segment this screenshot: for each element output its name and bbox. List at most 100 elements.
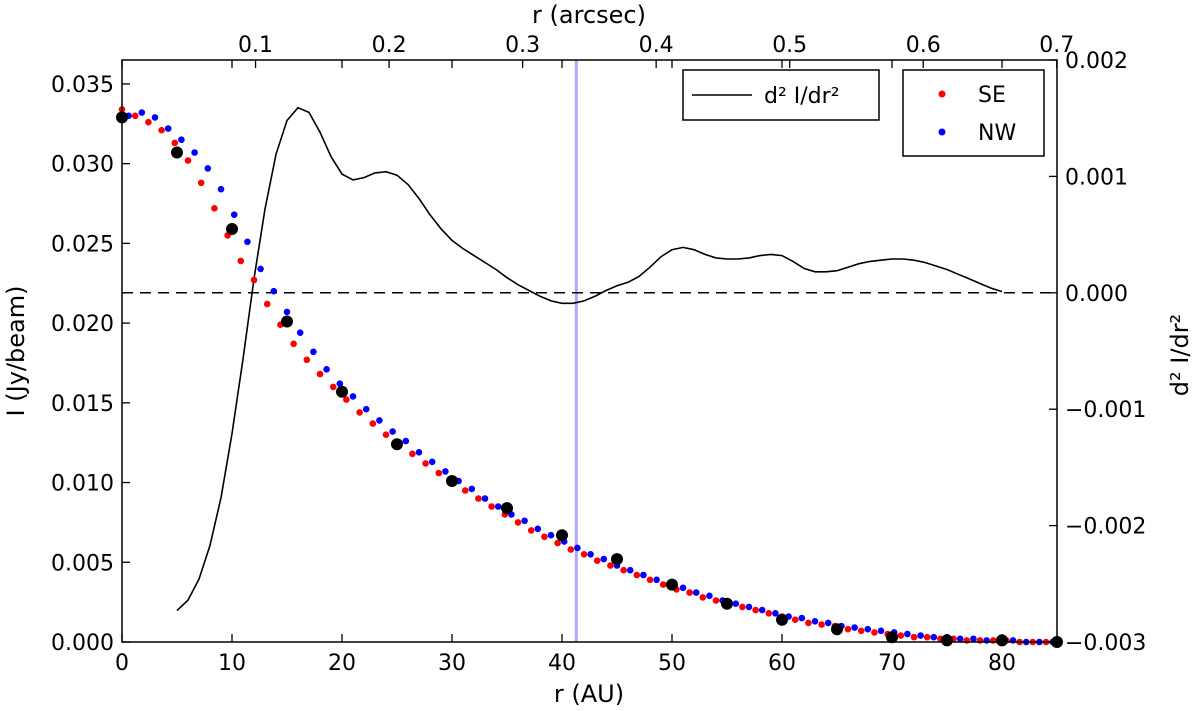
x-bottom-tick-label: 10 <box>218 651 246 676</box>
nw-point <box>296 329 304 337</box>
nw-point <box>244 238 251 246</box>
nw-point <box>389 428 396 435</box>
y-left-tick-label: 0.025 <box>51 232 114 257</box>
y-right-tick-label: 0.001 <box>1065 165 1128 190</box>
nw-point <box>956 635 964 643</box>
nw-point <box>191 149 198 156</box>
nw-point <box>481 495 489 502</box>
y-left-tick-label: 0.030 <box>51 153 114 178</box>
nw-point <box>415 449 423 456</box>
legend-marker-nw <box>938 128 946 136</box>
se-point <box>923 633 931 641</box>
nw-point <box>679 584 687 592</box>
model-point <box>611 553 623 566</box>
nw-point <box>138 109 146 116</box>
second-derivative-curve <box>176 106 1003 612</box>
nw-point <box>336 380 344 388</box>
model-point <box>226 223 238 235</box>
se-point <box>712 597 720 604</box>
nw-point <box>428 458 436 466</box>
y-left-tick-label: 0.015 <box>51 392 114 417</box>
se-point <box>435 469 443 477</box>
se-point <box>171 139 179 147</box>
curve-legend-label: d² I/dr² <box>764 84 840 109</box>
points-legend: SE NW <box>902 69 1045 157</box>
nw-point <box>164 125 172 132</box>
x-bottom-tick-label: 80 <box>988 651 1016 676</box>
x-bottom-tick-label: 40 <box>548 651 576 676</box>
x-top-tick-label: 0.1 <box>238 33 273 58</box>
se-point <box>514 519 522 526</box>
nw-point <box>534 525 542 533</box>
nw-point <box>732 600 740 607</box>
x-bottom-tick-label: 50 <box>658 651 686 676</box>
nw-point <box>230 211 238 218</box>
nw-point <box>494 503 502 510</box>
se-point <box>356 409 363 416</box>
se-point <box>857 627 865 635</box>
y-left-tick-label: 0.010 <box>51 472 114 497</box>
nw-point <box>811 618 819 625</box>
se-point <box>343 396 350 403</box>
se-point <box>197 179 205 187</box>
x-top-tick-label: 0.3 <box>505 33 540 58</box>
y-left-tick-label: 0.000 <box>51 631 114 656</box>
nw-point <box>204 165 212 172</box>
se-point <box>739 603 746 611</box>
nw-point <box>468 485 476 493</box>
se-point <box>805 619 812 627</box>
se-point <box>263 300 271 308</box>
model-point <box>941 634 953 647</box>
nw-point <box>970 635 977 643</box>
nw-point <box>402 437 410 445</box>
nw-point <box>851 624 858 631</box>
nw-point <box>376 417 383 424</box>
se-point <box>871 629 878 636</box>
se-point <box>316 370 324 378</box>
se-point <box>659 581 667 588</box>
bottom-x-axis: 0 10 20 30 40 50 60 70 80 <box>115 60 1016 676</box>
se-point <box>897 632 905 639</box>
nw-point <box>877 627 885 635</box>
nw-point <box>904 630 911 638</box>
model-point <box>721 597 733 610</box>
y-left-tick-label: 0.020 <box>51 312 114 337</box>
second-derivative-curve-layer <box>176 106 1003 612</box>
se-point <box>329 383 337 391</box>
model-point <box>831 623 843 636</box>
nw-point <box>640 571 647 579</box>
model-point <box>666 578 678 591</box>
y-right-tick-label: −0.003 <box>1065 631 1146 656</box>
y-right-axis-label: d² I/dr² <box>1166 314 1194 396</box>
se-point <box>422 460 429 467</box>
nw-point <box>600 555 608 563</box>
nw-point <box>574 544 581 552</box>
se-point <box>818 621 825 628</box>
se-point <box>567 546 575 553</box>
nw-point <box>930 633 938 641</box>
nw-point <box>257 265 264 273</box>
data-points-layer <box>116 106 1063 648</box>
nw-point <box>864 625 872 633</box>
se-point <box>303 356 311 364</box>
model-point <box>391 438 403 451</box>
se-point <box>475 495 482 502</box>
se-point <box>158 126 165 134</box>
se-point <box>382 431 390 439</box>
nw-point <box>824 619 832 627</box>
right-y-axis: −0.003 −0.002 −0.001 0.000 0.001 0.002 <box>1049 49 1146 656</box>
x-top-tick-label: 0.2 <box>372 33 407 58</box>
x-bottom-tick-label: 0 <box>115 651 129 676</box>
nw-point <box>283 308 291 316</box>
model-point <box>171 146 183 159</box>
se-point <box>791 616 799 623</box>
y-right-tick-label: −0.001 <box>1065 398 1146 423</box>
model-point <box>501 502 513 515</box>
nw-point <box>442 468 449 475</box>
se-point <box>131 112 139 120</box>
legend-label-se: SE <box>978 83 1006 108</box>
nw-point <box>217 185 225 193</box>
se-point <box>369 420 377 427</box>
se-point <box>237 257 245 265</box>
